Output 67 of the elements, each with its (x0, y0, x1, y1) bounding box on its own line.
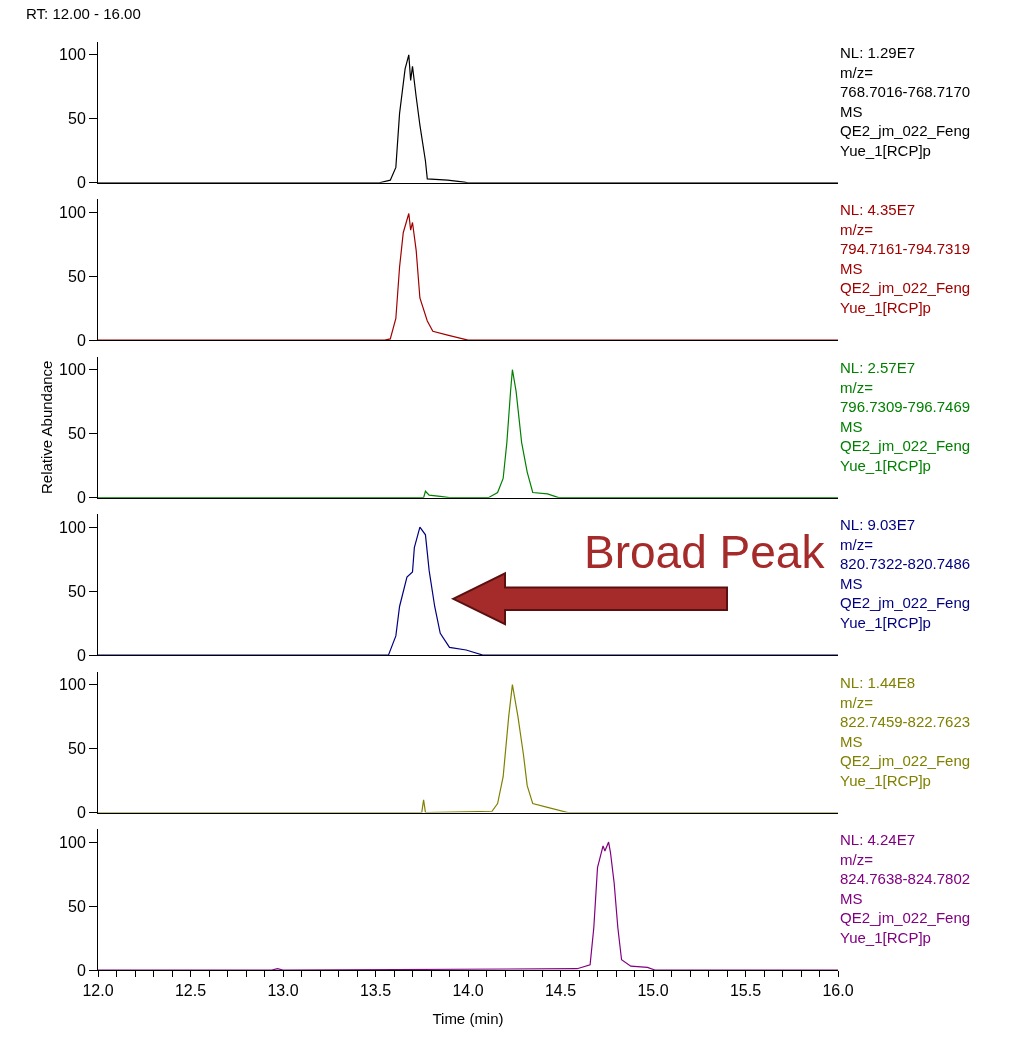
x-tick-label: 13.0 (267, 982, 299, 1000)
y-tick-label: 50 (68, 110, 86, 128)
text: Yue_1[RCP]p (840, 771, 931, 789)
y-tick-label: 0 (76, 489, 86, 507)
text: NL: 4.24E7 (840, 831, 916, 848)
y-tick-label: 50 (68, 582, 86, 600)
x-tick-label: 12.0 (82, 982, 114, 1000)
text: m/z= (840, 850, 874, 868)
y-tick-label: 0 (76, 174, 86, 192)
text: 822.7459-822.7623 (840, 713, 971, 730)
text: NL: 2.57E7 (840, 359, 916, 376)
text: Yue_1[RCP]p (840, 141, 931, 159)
text: Yue_1[RCP]p (840, 613, 931, 631)
text: QE2_jm_022_Feng (840, 909, 971, 926)
text: MS (840, 417, 863, 435)
x-tick-label: 12.5 (174, 982, 207, 1000)
x-tick-label: 15.5 (729, 982, 762, 1000)
text: QE2_jm_022_Feng (840, 279, 971, 296)
text: QE2_jm_022_Feng (840, 752, 971, 769)
text: MS (840, 259, 863, 277)
text: NL: 1.29E7 (840, 44, 916, 61)
x-tick-label: 14.5 (544, 982, 577, 1000)
text: QE2_jm_022_Feng (840, 594, 971, 611)
text: QE2_jm_022_Feng (840, 122, 971, 139)
text: m/z= (840, 378, 874, 396)
text: 820.7322-820.7486 (840, 555, 971, 572)
y-tick-label: 100 (59, 518, 86, 536)
y-tick-label: 100 (59, 833, 86, 851)
y-tick-label: 0 (76, 331, 86, 349)
text: NL: 9.03E7 (840, 516, 916, 533)
y-tick-label: 50 (68, 740, 86, 758)
text: m/z= (840, 63, 874, 81)
text: MS (840, 889, 863, 907)
text: NL: 1.44E8 (840, 674, 916, 691)
y-tick-label: 50 (68, 425, 86, 443)
y-axis-title: Relative Abundance (38, 360, 56, 494)
text: 768.7016-768.7170 (840, 83, 971, 100)
text: MS (840, 574, 863, 592)
text: 796.7309-796.7469 (840, 398, 971, 415)
y-tick-label: 100 (59, 46, 86, 64)
text: QE2_jm_022_Feng (840, 437, 971, 454)
text: m/z= (840, 535, 874, 553)
text: Yue_1[RCP]p (840, 456, 931, 474)
x-axis-title: Time (min) (432, 1010, 504, 1028)
x-tick-label: 16.0 (822, 982, 854, 1000)
y-tick-label: 100 (59, 676, 86, 694)
text: Yue_1[RCP]p (840, 928, 931, 946)
y-tick-label: 100 (59, 361, 86, 379)
annotation: Broad Peak (584, 526, 826, 578)
text: m/z= (840, 693, 874, 711)
text: MS (840, 732, 863, 750)
y-tick-label: 0 (76, 804, 86, 822)
chart-title: RT: 12.00 - 16.00 (26, 5, 141, 22)
y-tick-label: 0 (76, 646, 86, 664)
text: NL: 4.35E7 (840, 201, 916, 218)
x-tick-label: 14.0 (452, 982, 484, 1000)
y-tick-label: 0 (76, 961, 86, 979)
x-tick-label: 13.5 (359, 982, 392, 1000)
y-tick-label: 100 (59, 203, 86, 221)
text: 824.7638-824.7802 (840, 870, 971, 887)
text: MS (840, 102, 863, 120)
text: m/z= (840, 220, 874, 238)
x-tick-label: 15.0 (637, 982, 669, 1000)
y-tick-label: 50 (68, 267, 86, 285)
y-tick-label: 50 (68, 897, 86, 915)
text: 794.7161-794.7319 (840, 240, 971, 257)
text: Yue_1[RCP]p (840, 298, 931, 316)
